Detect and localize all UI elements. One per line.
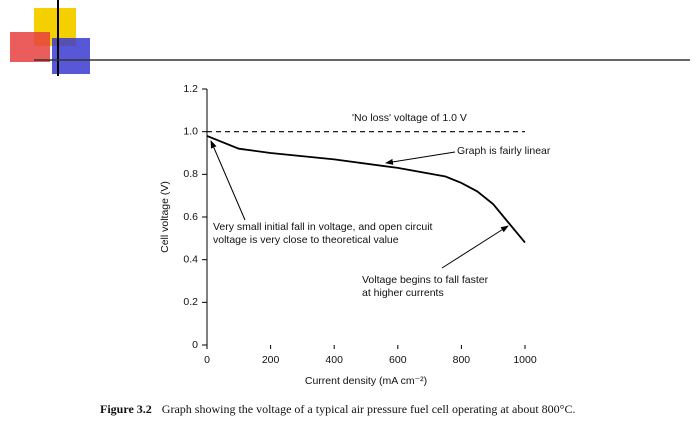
y-tick-label: 1.0 xyxy=(183,125,198,137)
annotation: voltage is very close to theoretical val… xyxy=(213,234,399,246)
annotation: Graph is fairly linear xyxy=(457,145,551,157)
data-line xyxy=(206,135,526,244)
y-tick-label: 0.8 xyxy=(183,168,198,180)
caption-text: Graph showing the voltage of a typical a… xyxy=(162,402,576,416)
caption-label: Figure 3.2 xyxy=(100,402,152,416)
x-axis-label: Current density (mA cm⁻²) xyxy=(305,375,427,387)
y-tick-label: 0.6 xyxy=(183,211,198,223)
x-tick-label: 800 xyxy=(453,354,471,366)
x-tick-label: 200 xyxy=(262,354,280,366)
x-tick-label: 400 xyxy=(325,354,343,366)
y-tick-label: 0.2 xyxy=(183,296,198,308)
arrows xyxy=(210,140,509,269)
annotation: at higher currents xyxy=(362,287,444,299)
decoration xyxy=(10,0,690,76)
annotation: Voltage begins to fall faster xyxy=(362,274,489,286)
x-tick-label: 600 xyxy=(389,354,407,366)
annotation: Very small initial fall in voltage, and … xyxy=(213,221,433,233)
y-tick-label: 0.4 xyxy=(183,253,198,265)
annotation: 'No loss' voltage of 1.0 V xyxy=(352,112,467,124)
y-tick-label: 1.2 xyxy=(183,83,198,95)
y-tick-label: 0 xyxy=(192,339,198,351)
x-tick-label: 0 xyxy=(204,354,210,366)
caption: Figure 3.2 Graph showing the voltage of a… xyxy=(100,402,575,416)
x-tick-label: 1000 xyxy=(513,354,537,366)
y-axis-label: Cell voltage (V) xyxy=(159,181,171,253)
